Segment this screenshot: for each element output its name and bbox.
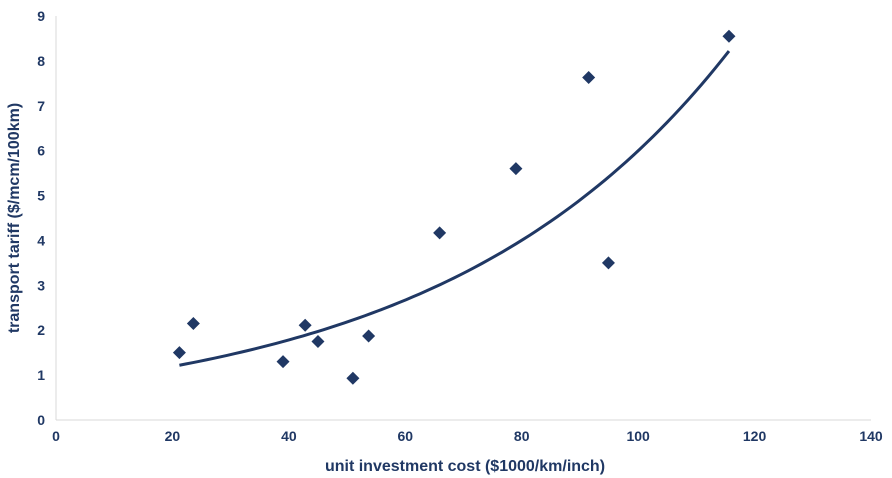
y-axis-title: transport tariff ($/mcm/100km) [6,103,23,333]
data-point [186,316,200,330]
y-tick-label: 1 [37,367,45,383]
x-tick-label: 0 [52,428,60,444]
x-tick-labels: 0 20 40 60 80 100 120 140 [52,428,883,444]
data-point [722,29,736,43]
data-point [433,226,447,240]
data-point [172,346,186,360]
y-tick-label: 9 [37,8,45,24]
y-tick-labels: 0 1 2 3 4 5 6 7 8 9 [37,8,45,428]
x-tick-label: 80 [514,428,530,444]
x-tick-label: 140 [859,428,883,444]
y-tick-label: 0 [37,412,45,428]
data-point [276,355,290,369]
data-point [509,162,523,176]
y-tick-label: 2 [37,322,45,338]
data-point [601,256,615,270]
y-tick-label: 3 [37,277,45,293]
y-tick-label: 7 [37,98,45,114]
trendline [179,50,731,367]
plot-area: 0 20 40 60 80 100 120 140 0 1 2 3 4 5 6 7 8 9 [37,8,883,444]
y-tick-label: 6 [37,143,45,159]
x-tick-label: 40 [281,428,297,444]
y-tick-label: 5 [37,188,45,204]
x-tick-label: 100 [626,428,650,444]
data-points [172,29,736,385]
data-point [362,329,376,343]
data-point [582,70,596,84]
data-point [298,318,312,332]
y-tick-label: 8 [37,53,45,69]
x-axis-title: unit investment cost ($1000/km/inch) [325,458,605,475]
x-tick-label: 20 [165,428,181,444]
y-tick-label: 4 [37,232,45,248]
x-tick-label: 120 [743,428,767,444]
data-point [346,371,360,385]
x-tick-label: 60 [397,428,413,444]
data-point [311,334,325,348]
